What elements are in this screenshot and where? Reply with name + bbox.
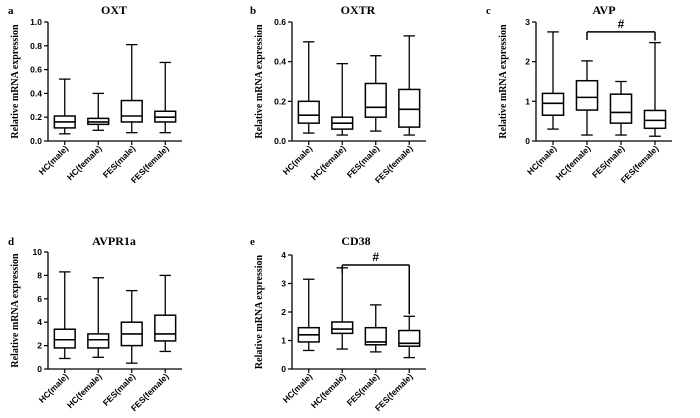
significance-bracket: # [586, 17, 656, 41]
x-tick-label: HC(female) [309, 371, 348, 410]
x-tick-label: HC(female) [554, 143, 593, 182]
box-hc-male: HC(male) [281, 41, 320, 177]
iqr-box [364, 82, 387, 118]
box-fes-male: FES(male) [101, 43, 143, 180]
iqr-box [154, 314, 177, 342]
iqr-box [575, 79, 599, 111]
x-tick-label: HC(female) [65, 143, 104, 182]
iqr-box [120, 99, 143, 123]
iqr-box [87, 333, 110, 349]
y-tick-label: 0 [525, 136, 530, 146]
y-tick-label: 2 [281, 307, 286, 317]
y-tick-label: 8 [37, 270, 42, 280]
y-tick-label: 0 [37, 364, 42, 374]
box-hc-male: HC(male) [37, 78, 76, 177]
iqr-box [541, 92, 565, 116]
panel-letter: a [8, 5, 14, 17]
y-axis-label: Relative mRNA expression [498, 24, 509, 139]
chart-panel-e: e CD38 Relative mRNA expression 0 1 2 3 4 HC(mal… [250, 234, 426, 413]
x-tick-label: HC(male) [281, 371, 315, 405]
y-tick-label: 10 [33, 247, 43, 257]
chart-panel-c: c AVP Relative mRNA expression 0 1 2 3 HC(male)… [486, 3, 672, 185]
y-axis-label: Relative mRNA expression [254, 254, 265, 369]
x-tick-label: HC(female) [309, 143, 348, 182]
x-tick-label: HC(male) [37, 143, 71, 177]
y-tick-label: 1 [281, 336, 286, 346]
y-tick-label: 0 [281, 364, 286, 374]
panel-title: AVP [592, 3, 615, 17]
iqr-box [398, 88, 421, 128]
box-hc-male: HC(male) [281, 278, 320, 405]
x-tick-label: HC(male) [281, 143, 315, 177]
y-tick-label: 6 [37, 294, 42, 304]
box-hc-female: HC(female) [554, 60, 599, 182]
y-tick-label: 4 [281, 250, 286, 260]
box-hc-female: HC(female) [65, 92, 110, 182]
y-tick-label: 0.4 [274, 57, 286, 67]
x-tick-label: HC(male) [37, 371, 71, 405]
box-fes-male: FES(male) [345, 304, 387, 408]
y-axis-label: Relative mRNA expression [10, 253, 21, 368]
y-tick-label: 0.2 [30, 112, 42, 122]
y-tick-label: 0.6 [30, 65, 42, 75]
x-tick-label: HC(female) [65, 371, 104, 410]
y-tick-label: 1 [525, 96, 530, 106]
y-tick-label: 2 [525, 57, 530, 67]
iqr-box [364, 326, 387, 346]
iqr-box [331, 321, 354, 335]
y-tick-label: 0.0 [30, 136, 42, 146]
panel-letter: d [8, 236, 14, 248]
y-tick-label: 1.0 [30, 17, 42, 27]
chart-panel-d: d AVPR1a Relative mRNA expression 0 2 4 6 8 10 HC… [8, 234, 182, 413]
y-tick-label: 3 [525, 17, 530, 27]
panel-letter: e [250, 236, 255, 248]
box-fes-male: FES(male) [101, 289, 143, 408]
iqr-box [297, 100, 320, 124]
significance-label: # [372, 250, 379, 264]
y-tick-label: 3 [281, 279, 286, 289]
y-tick-label: 0.2 [274, 96, 286, 106]
y-tick-label: 0.4 [30, 88, 42, 98]
y-tick-label: 2 [37, 341, 42, 351]
panel-letter: b [250, 5, 256, 17]
iqr-box [609, 93, 633, 124]
panel-letter: c [486, 5, 491, 17]
y-axis-label: Relative mRNA expression [10, 24, 21, 139]
panel-title: OXTR [341, 3, 376, 17]
box-hc-male: HC(male) [525, 31, 565, 177]
chart-panel-b: b OXTR Relative mRNA expression 0.0 0.2 0.4 0.… [250, 3, 426, 185]
iqr-box [53, 328, 76, 349]
iqr-box [643, 109, 667, 130]
y-axis-label: Relative mRNA expression [254, 24, 265, 139]
y-tick-label: 0.6 [274, 17, 286, 27]
y-tick-label: 0.8 [30, 41, 42, 51]
panel-title: OXT [101, 3, 127, 17]
iqr-box [398, 329, 421, 347]
x-tick-label: HC(male) [525, 143, 559, 177]
box-fes-female: FES(female) [129, 61, 177, 185]
chart-panel-a: a OXT Relative mRNA expression 0.0 0.2 0.4 0.6… [8, 3, 182, 185]
panel-title: AVPR1a [92, 234, 136, 248]
y-tick-label: 0.0 [274, 136, 286, 146]
box-hc-male: HC(male) [37, 271, 76, 405]
panel-title: CD38 [341, 234, 370, 248]
y-tick-label: 4 [37, 317, 42, 327]
significance-label: # [618, 17, 625, 31]
significance-bracket: # [341, 250, 410, 315]
